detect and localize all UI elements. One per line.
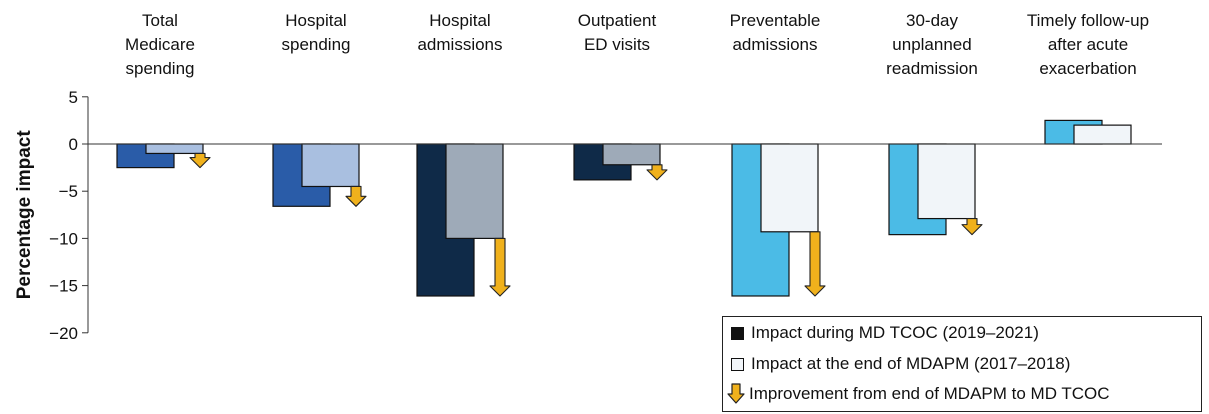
legend-item-improvement: Improvement from end of MDAPM to MD TCOC — [727, 381, 1110, 407]
category-label-line: after acute — [1048, 35, 1128, 54]
category-label-line: Total — [142, 11, 178, 30]
legend-item-mdapm: Impact at the end of MDAPM (2017–2018) — [731, 351, 1070, 377]
improvement-arrow — [961, 218, 983, 236]
category-label-line: Timely follow-up — [1027, 11, 1149, 30]
category-label-line: spending — [281, 35, 350, 54]
improvement-arrow — [646, 164, 668, 181]
bar-mdapm — [917, 143, 976, 220]
legend: Impact during MD TCOC (2019–2021) Impact… — [722, 316, 1202, 412]
y-tick-label: −15 — [49, 277, 78, 296]
bar-mdapm — [301, 143, 360, 188]
y-tick-label: 0 — [69, 135, 78, 154]
category-label: Preventable admissions — [730, 11, 821, 54]
category-label-line: Outpatient — [578, 11, 657, 30]
bar-mdapm — [1073, 124, 1132, 145]
arrow-down-icon — [727, 383, 745, 404]
category-label-line: unplanned — [892, 35, 971, 54]
legend-label: Improvement from end of MDAPM to MD TCOC — [749, 384, 1110, 403]
legend-swatch-light — [731, 357, 744, 371]
category-label-line: Preventable — [730, 11, 821, 30]
bar-mdapm — [602, 143, 661, 166]
category-label-line: Hospital — [285, 11, 346, 30]
category-label-line: admissions — [732, 35, 817, 54]
category-label-line: admissions — [417, 35, 502, 54]
bar-mdapm — [760, 143, 819, 233]
legend-swatch-dark — [731, 326, 744, 340]
category-label: Total Medicare spending — [125, 11, 195, 78]
category-label-line: Hospital — [429, 11, 490, 30]
improvement-arrow — [345, 185, 367, 207]
improvement-arrow — [804, 231, 826, 297]
improvement-arrow — [189, 152, 211, 169]
category-label-line: ED visits — [584, 35, 650, 54]
improvement-arrow — [489, 237, 511, 297]
category-label-line: readmission — [886, 59, 978, 78]
category-label: Hospital admissions — [417, 11, 502, 54]
bars — [88, 119, 1162, 297]
y-tick-label: −10 — [49, 229, 78, 248]
y-tick-label: 5 — [69, 88, 78, 107]
bar-mdapm — [445, 143, 504, 240]
category-label: Outpatient ED visits — [578, 11, 657, 54]
category-label-line: exacerbation — [1039, 59, 1136, 78]
category-label-line: Medicare — [125, 35, 195, 54]
category-label: Hospital spending — [281, 11, 350, 54]
y-tick-label: −20 — [49, 324, 78, 343]
legend-label: Impact during MD TCOC (2019–2021) — [751, 323, 1039, 342]
y-tick-label: −5 — [59, 182, 78, 201]
category-label: 30-day unplanned readmission — [886, 11, 978, 78]
y-axis-label: Percentage impact — [14, 130, 35, 300]
category-label-line: 30-day — [906, 11, 958, 30]
category-label-line: spending — [125, 59, 194, 78]
category-label: Timely follow-up after acute exacerbation — [1027, 11, 1149, 78]
bar-mdapm — [145, 143, 204, 155]
axes: 5 0 −5 −10 −15 −20 Percentage impact — [14, 88, 89, 343]
legend-label: Impact at the end of MDAPM (2017–2018) — [751, 354, 1071, 373]
legend-item-mdtcoc: Impact during MD TCOC (2019–2021) — [731, 320, 1039, 346]
